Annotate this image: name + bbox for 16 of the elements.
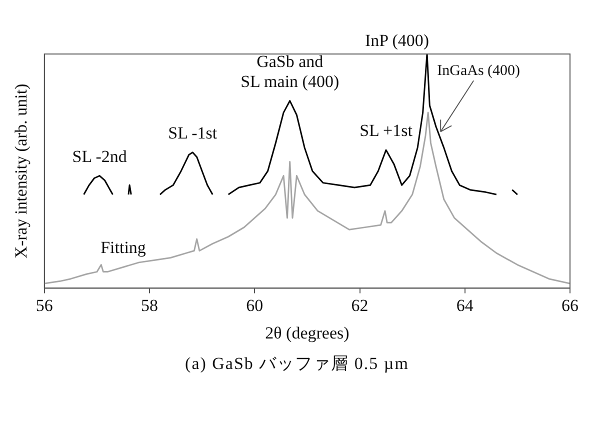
- text: (a) GaSb バッファ層 0.5 µm: [184, 353, 410, 375]
- annotation: InGaAs (400): [437, 63, 520, 80]
- x-tick-label: 56: [36, 296, 53, 315]
- annotation: InP (400): [365, 30, 430, 50]
- x-tick-label: 58: [141, 296, 158, 315]
- x-tick-label: 64: [456, 296, 474, 315]
- y-axis-title: X-ray intensity (arb. unit): [12, 84, 31, 258]
- annotation: GaSb and SL main (400): [240, 52, 340, 91]
- annotation: SL +1st: [360, 120, 413, 140]
- x-axis-title: 2θ (degrees): [265, 323, 350, 342]
- annotation: SL -2nd: [72, 146, 128, 166]
- x-tick-label: 62: [351, 296, 368, 315]
- x-tick-label: 60: [246, 296, 264, 315]
- annotation: Fitting: [100, 238, 146, 258]
- x-tick-label: 66: [562, 296, 578, 315]
- annotation: SL -1st: [168, 123, 218, 142]
